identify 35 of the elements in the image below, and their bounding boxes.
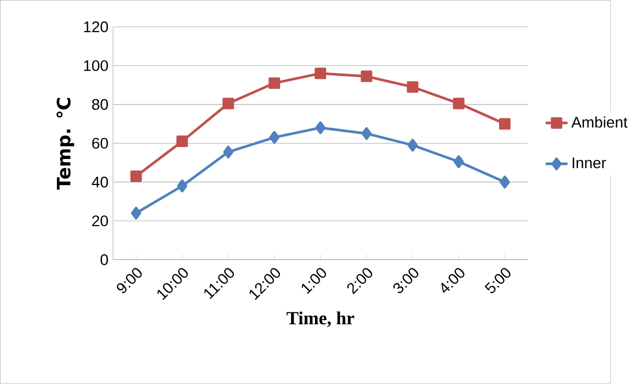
point [130,206,142,220]
legend-label: Inner [572,158,606,168]
point [499,118,511,130]
point [360,70,372,82]
point [268,78,280,90]
point [408,138,418,152]
point [177,180,188,193]
legend-label: Ambient [571,116,628,128]
x-tick-label: 5:00 [484,268,510,294]
y-tick-label: 60 [92,138,108,149]
point [314,68,326,80]
point [315,122,326,134]
x-tick-label: 2:00 [347,268,372,294]
x-tick-label: 1:00 [302,268,326,294]
point [269,131,280,144]
y-tick-label: 80 [92,99,108,110]
point [500,176,510,189]
point [223,146,234,159]
point [406,81,418,93]
point [361,127,372,140]
x-tick-label: 9:00 [116,268,142,294]
point [176,136,188,148]
point [452,98,464,110]
y-tick-label: 20 [92,216,108,226]
x-tick-label: 4:00 [441,268,464,293]
y-tick-label: 40 [92,176,108,188]
y-tick-label: 120 [84,22,108,32]
x-axis-title: Time, hr [286,312,354,328]
y-axis-title: Temp. ℃ [56,98,74,190]
point [222,98,234,110]
x-tick-label: 3:00 [393,268,418,294]
y-tick-label: 0 [100,254,108,266]
point [454,155,464,168]
point [130,170,142,182]
y-tick-label: 100 [84,60,108,72]
